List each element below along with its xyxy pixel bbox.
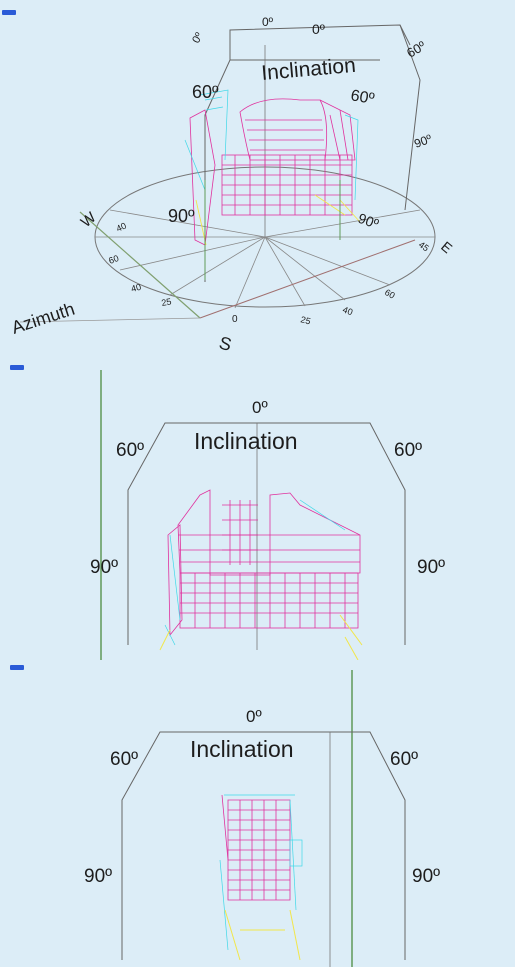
inclination-ninety-left-label: 90º [84,866,112,887]
building-mesh [167,489,361,637]
mesh-yellow-edges [224,909,301,961]
inclination-title: Inclination [260,54,356,85]
azimuth-spokes [95,209,435,309]
azimuth-axis-arrow-line [19,317,201,323]
frame-edge [399,24,411,46]
inclination-zero-label: 0º [262,15,274,29]
oblique-view-diagram: Inclination 0º 0º 0º 60º 60º 60º 90º 90º… [9,15,455,355]
azimuth-tick: 0 [232,314,238,325]
inclination-frame [127,422,406,645]
inclination-ninety-far-label: 90º [412,131,434,150]
azimuth-tick: 60 [383,287,397,301]
front-view-panel: 0º Inclination 60º 60º 90º 90º [0,355,515,660]
inclination-ninety-left-label: 90º [168,206,195,226]
inclination-sixty-right-label: 60º [349,87,375,108]
inclination-sixty-left-label: 60º [110,749,138,770]
inclination-sixty-left-label: 60º [192,82,219,102]
inclination-sixty-right-label: 60º [394,440,422,461]
compass-east-label: E [438,238,455,256]
mesh-yellow-edges [195,194,361,246]
azimuth-tick: 40 [115,221,128,234]
panel-marker-icon[interactable] [2,10,16,15]
inclination-title: Inclination [194,428,298,454]
inclination-ninety-right-label: 90º [356,210,381,232]
inclination-ninety-right-label: 90º [417,557,445,578]
inclination-zero-label: 0º [312,21,325,37]
mesh-cyan-edges [219,794,303,951]
compass-south-label: S [217,333,234,355]
east-west-axis [199,239,416,319]
inclination-ninety-right-label: 90º [412,866,440,887]
azimuth-axis-label: Azimuth [9,299,77,338]
azimuth-axis [79,211,201,319]
panel-marker-icon[interactable] [10,665,24,670]
green-guides [204,180,341,280]
azimuth-tick: 25 [161,296,173,308]
inclination-title: Inclination [190,736,294,762]
azimuth-tick: 40 [130,282,142,294]
inclination-zero-label: 0º [246,707,262,726]
inclination-ninety-left-label: 90º [90,557,118,578]
inclination-label-faded: 0º [190,31,205,46]
side-view-panel: 0º Inclination 60º 60º 90º 90º [0,660,515,967]
inclination-zero-label: 0º [252,398,268,417]
inclination-sixty-left-label: 60º [116,440,144,461]
azimuth-tick: 60 [107,253,120,266]
panel-marker-icon[interactable] [10,365,24,370]
mesh-cyan-edges [164,499,346,646]
azimuth-tick: 45 [417,239,431,253]
inclination-frame [204,24,421,282]
front-view-diagram: 0º Inclination 60º 60º 90º 90º [90,370,445,660]
mesh-yellow-edges [159,614,363,660]
azimuth-tick: 40 [341,304,354,317]
building-mesh [221,794,291,901]
inclination-sixty-right-label: 60º [390,749,418,770]
inclination-frame [121,731,406,960]
side-view-diagram: 0º Inclination 60º 60º 90º 90º [84,670,440,967]
oblique-view-panel: Inclination 0º 0º 0º 60º 60º 60º 90º 90º… [0,0,515,355]
mesh-cyan-edges [184,89,359,201]
azimuth-tick: 25 [299,314,311,326]
